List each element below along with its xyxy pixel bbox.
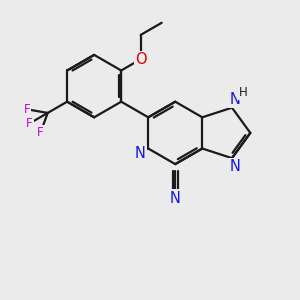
Text: F: F [37, 126, 44, 140]
Text: F: F [26, 117, 33, 130]
Text: N: N [170, 190, 181, 206]
Text: N: N [229, 92, 240, 107]
Text: N: N [135, 146, 146, 161]
Text: N: N [229, 159, 240, 174]
Text: F: F [23, 103, 30, 116]
Text: O: O [135, 52, 146, 67]
Text: H: H [239, 86, 248, 99]
